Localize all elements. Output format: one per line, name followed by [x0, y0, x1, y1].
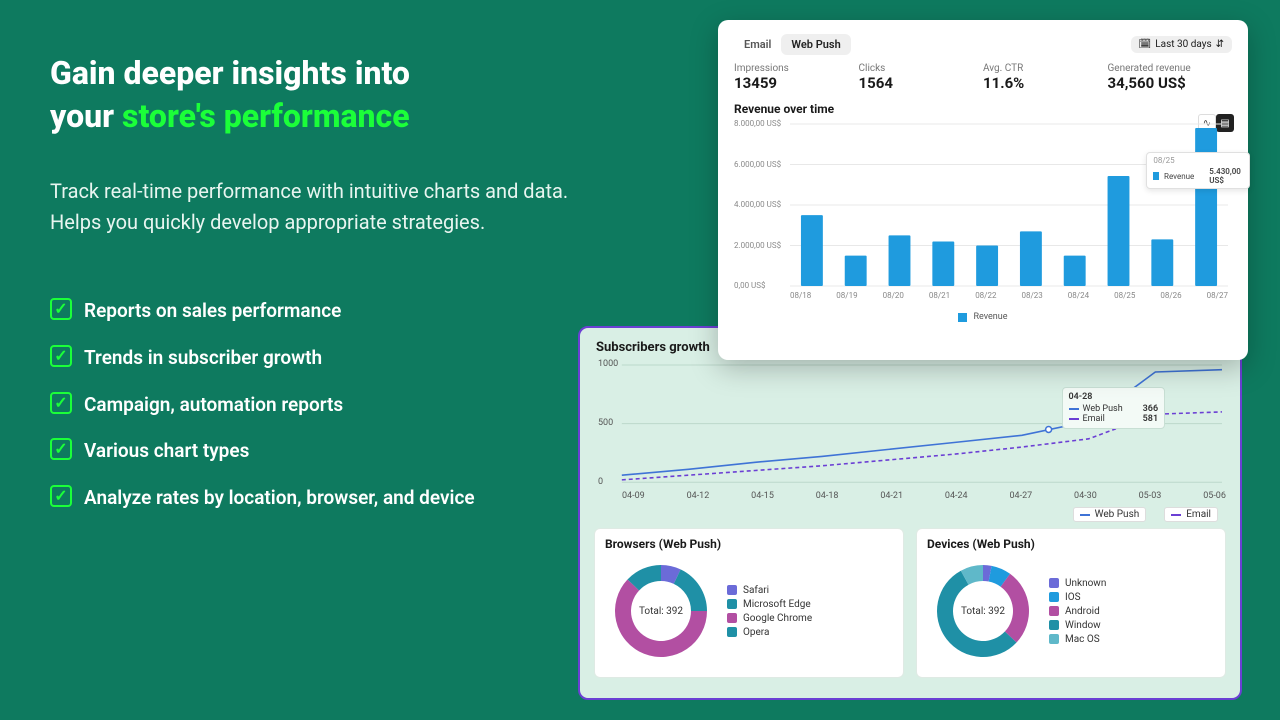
- legend-item-email: Email: [1164, 507, 1218, 522]
- kpi-clicks: Clicks1564: [859, 63, 984, 92]
- revenue-chart-title: Revenue over time: [734, 102, 1232, 116]
- browsers-legend: SafariMicrosoft EdgeGoogle ChromeOpera: [727, 582, 812, 641]
- bullet-item: Analyze rates by location, browser, and …: [50, 485, 570, 512]
- bullet-item: Various chart types: [50, 438, 570, 465]
- revenue-chart-svg: [734, 118, 1232, 314]
- headline-line1: Gain deeper insights into: [50, 54, 410, 92]
- legend-item-webpush: Web Push: [1073, 507, 1147, 522]
- check-icon: [50, 485, 72, 507]
- browsers-donut: Total: 392: [605, 555, 717, 667]
- svg-text:Total: 392: Total: 392: [639, 606, 683, 617]
- bullet-item: Trends in subscriber growth: [50, 345, 570, 372]
- channel-tabs: Email Web Push: [734, 34, 851, 55]
- bullet-item: Campaign, automation reports: [50, 392, 570, 419]
- tab-email[interactable]: Email: [734, 34, 781, 55]
- date-range-button[interactable]: 🗓 Last 30 days ⇵: [1131, 36, 1232, 53]
- svg-text:Total: 392: Total: 392: [961, 606, 1005, 617]
- browsers-card: Browsers (Web Push) Total: 392 SafariMic…: [594, 528, 904, 678]
- kpi-ctr: Avg. CTR11.6%: [983, 63, 1108, 92]
- growth-tooltip: 04-28Web Push366Email581: [1062, 387, 1166, 429]
- calendar-icon: 🗓: [1139, 39, 1152, 50]
- check-icon: [50, 438, 72, 460]
- kpi-impressions: Impressions13459: [734, 63, 859, 92]
- check-icon: [50, 392, 72, 414]
- headline-line2-pre: your: [50, 97, 122, 135]
- devices-legend: UnknownIOSAndroidWindowMac OS: [1049, 575, 1106, 648]
- subtext: Track real-time performance with intuiti…: [50, 176, 570, 238]
- marketing-copy: Gain deeper insights into your store's p…: [50, 52, 570, 531]
- kpi-revenue: Generated revenue34,560 US$: [1108, 63, 1233, 92]
- chevron-updown-icon: ⇵: [1216, 39, 1224, 50]
- feature-bullets: Reports on sales performance Trends in s…: [50, 298, 570, 511]
- devices-title: Devices (Web Push): [927, 537, 1215, 551]
- check-icon: [50, 345, 72, 367]
- dashboard-panel-bottom: Subscribers growth 05001000 04-0904-1204…: [578, 326, 1242, 700]
- browsers-title: Browsers (Web Push): [605, 537, 893, 551]
- dashboard-panel-top: Email Web Push 🗓 Last 30 days ⇵ Impressi…: [718, 20, 1248, 360]
- kpi-row: Impressions13459 Clicks1564 Avg. CTR11.6…: [734, 63, 1232, 92]
- tab-webpush[interactable]: Web Push: [781, 34, 850, 55]
- headline: Gain deeper insights into your store's p…: [50, 52, 570, 138]
- revenue-tooltip: 08/25Revenue5.430,00 US$: [1146, 152, 1250, 189]
- headline-highlight: store's performance: [122, 97, 410, 135]
- growth-legend: Web Push Email: [594, 507, 1218, 522]
- growth-chart: 05001000 04-0904-1204-1504-1804-2104-240…: [594, 361, 1226, 501]
- revenue-chart: 0,00 US$2.000,00 US$4.000,00 US$6.000,00…: [734, 118, 1232, 314]
- bullet-item: Reports on sales performance: [50, 298, 570, 325]
- revenue-x-labels: 08/1808/1908/2008/2108/2208/2308/2408/25…: [790, 291, 1228, 300]
- check-icon: [50, 298, 72, 320]
- growth-x-labels: 04-0904-1204-1504-1804-2104-2404-2704-30…: [622, 491, 1226, 501]
- devices-card: Devices (Web Push) Total: 392 UnknownIOS…: [916, 528, 1226, 678]
- devices-donut: Total: 392: [927, 555, 1039, 667]
- growth-chart-svg: [594, 361, 1226, 500]
